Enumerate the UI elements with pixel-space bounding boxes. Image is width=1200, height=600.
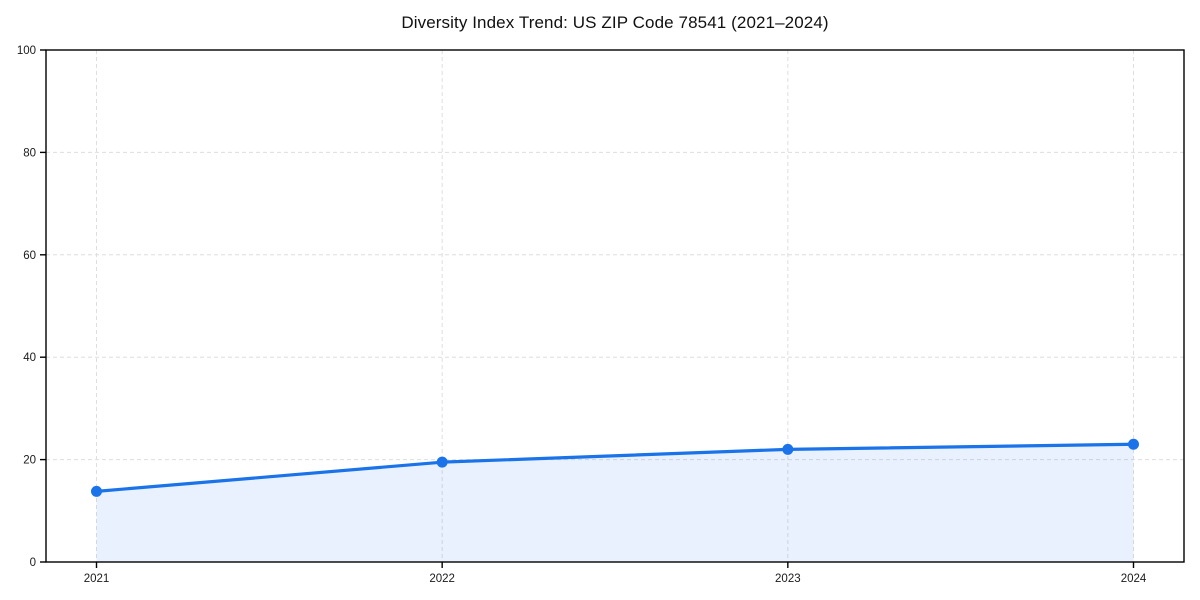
area-fill: [96, 444, 1134, 562]
y-tick-label: 40: [23, 352, 36, 364]
data-point-marker: [436, 456, 448, 468]
y-tick-label: 80: [23, 147, 36, 159]
plot-area-background: [46, 50, 1184, 562]
y-tick-label: 0: [30, 557, 36, 569]
data-point-marker: [91, 485, 102, 497]
plot-border: [45, 49, 1185, 563]
x-tick-label: 2024: [1121, 573, 1147, 585]
chart-title: Diversity Index Trend: US ZIP Code 78541…: [401, 13, 829, 32]
x-tick-label: 2021: [84, 573, 110, 585]
y-tick-label: 100: [17, 45, 36, 57]
data-line: [94, 442, 1136, 493]
x-tick-label: 2022: [429, 573, 455, 585]
data-point-marker: [782, 443, 794, 455]
y-tick-label: 60: [23, 250, 36, 262]
x-tick-label: 2023: [775, 573, 801, 585]
y-tick-label: 20: [23, 455, 36, 467]
data-point-marker: [1128, 438, 1139, 450]
